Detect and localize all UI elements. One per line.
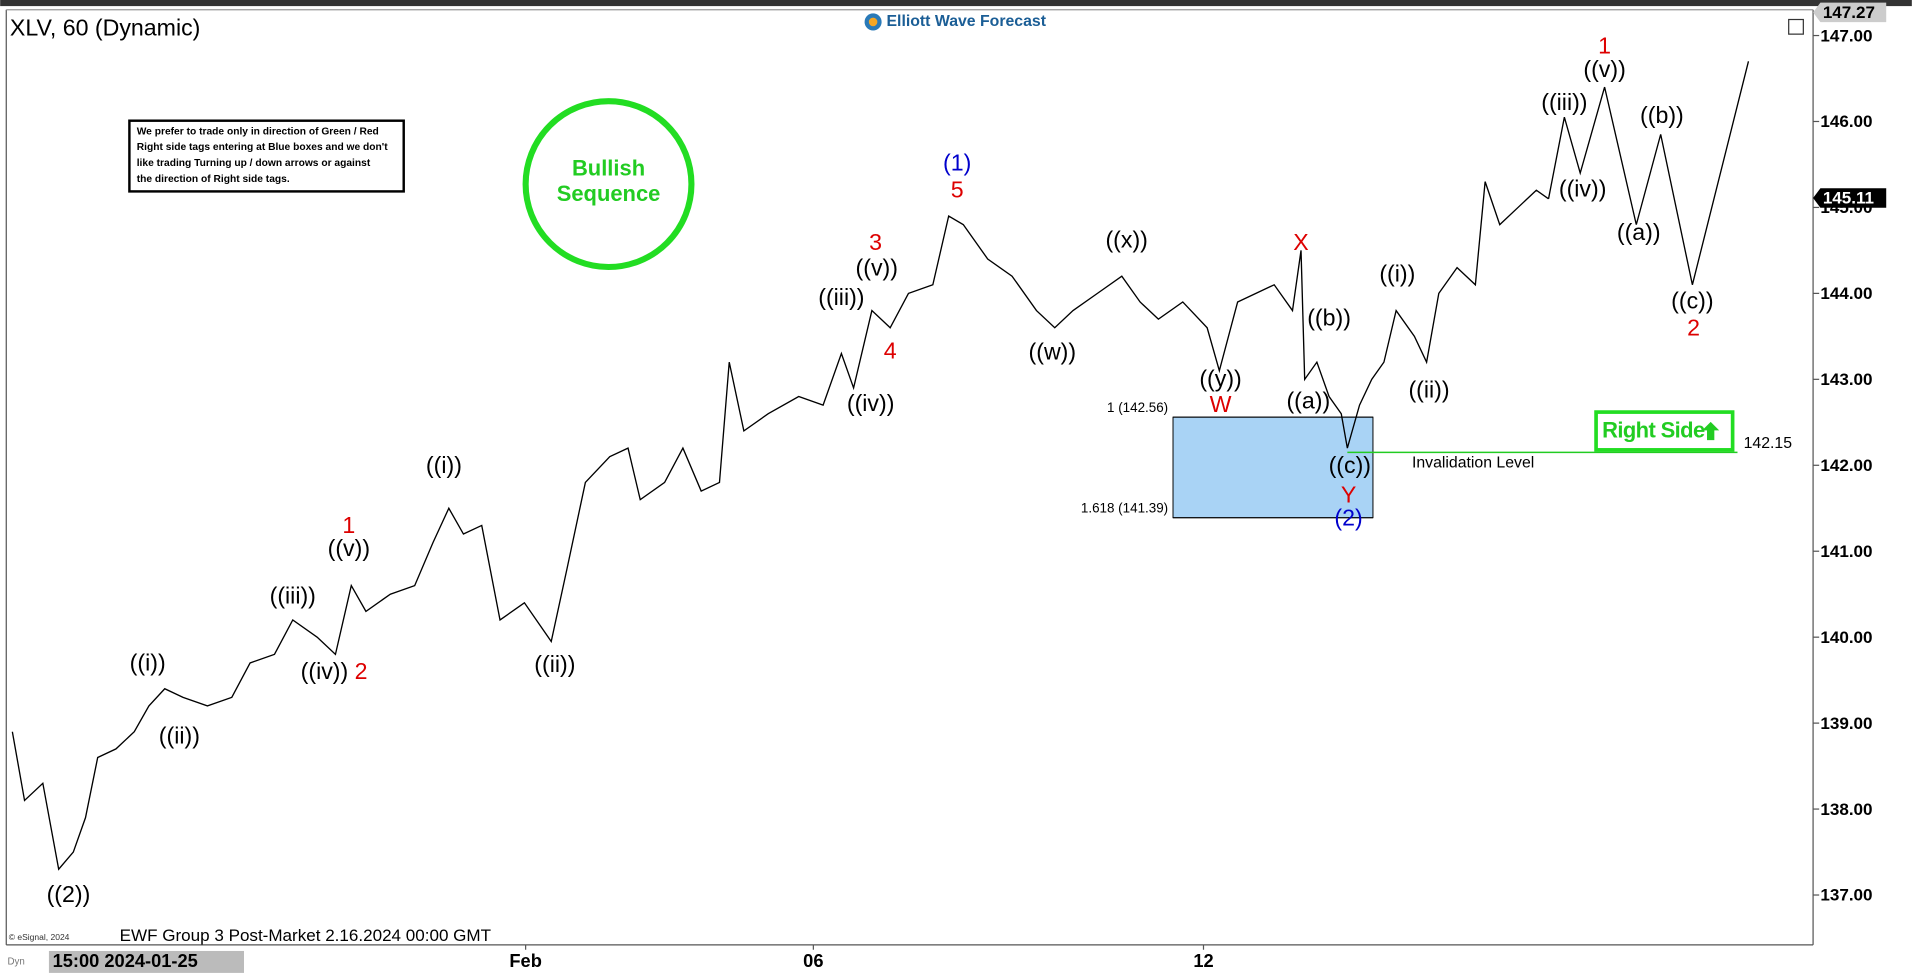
brand: Elliott Wave Forecast [887,13,1047,30]
y-tick-label: 138.00 [1820,800,1872,819]
cursor-box [48,950,245,973]
wave-label: (2) [1334,504,1362,530]
y-tick-label: 141.00 [1820,542,1872,561]
y-tick-label: 143.00 [1820,370,1872,389]
footer: EWF Group 3 Post-Market 2.16.2024 00:00 … [120,926,492,945]
dyn-label: Dyn [7,957,24,968]
y-tick-label: 146.00 [1820,112,1872,131]
wave-label: ((ii)) [1408,376,1449,402]
wave-label: 2 [1687,314,1700,340]
wave-label: ((y)) [1199,366,1241,392]
price-line [1547,61,1750,285]
note-box [128,119,405,193]
wave-label: ((v)) [856,255,898,281]
top-border [0,0,1912,7]
wave-label: ((x)) [1105,227,1147,253]
badge-text: Sequence [557,181,661,206]
x-tick-label: Feb [509,950,541,971]
right-side-text: Right Side [1602,417,1705,442]
badge-circle [522,98,695,271]
wave-label: ((2)) [47,881,91,907]
invalidation-label: Invalidation Level [1412,455,1534,472]
wave-label: ((iii)) [818,284,864,310]
wave-label: ((c)) [1671,287,1713,313]
fib-label: 1.618 (141.39) [1081,501,1168,516]
x-tick-label: 06 [803,950,823,971]
wave-label: 4 [884,337,897,363]
wave-label: ((iv)) [1559,175,1607,201]
wave-label: X [1293,229,1308,255]
wave-label: ((v)) [1583,56,1625,82]
wave-label: ((i)) [426,452,462,478]
y-tick-label: 144.00 [1820,284,1872,303]
y-tick-label: 147.00 [1820,26,1872,45]
wave-label: W [1210,391,1232,417]
right-side-arrow [1702,421,1720,441]
wave-label: ((iv)) [301,658,349,684]
wave-label: ((iii)) [270,583,316,609]
wave-label: ((a)) [1286,387,1330,413]
wave-label: 5 [951,177,964,203]
wave-label: ((b)) [1640,102,1684,128]
wave-label: ((iii)) [1541,89,1587,115]
y-tick-label: 139.00 [1820,714,1872,733]
note-line: Right side tags entering at Blue boxes a… [137,142,389,153]
price-tag [1813,2,1887,23]
price-line [11,181,1549,871]
wave-label: ((ii)) [159,723,200,749]
wave-label: (1) [943,150,971,176]
wave-label: ((ii)) [534,651,575,677]
price-tag-label: 145.11 [1823,189,1874,208]
wave-label: ((i)) [130,650,166,676]
note-line: like trading Turning up / down arrows or… [137,158,371,169]
note-line: the direction of Right side tags. [137,174,290,185]
cursor-label: 15:00 2024-01-25 [53,950,198,971]
fib-label: 1 (142.56) [1107,400,1168,415]
note-line: We prefer to trade only in direction of … [137,126,379,137]
copyright: © eSignal, 2024 [9,932,70,942]
wave-label: 2 [355,658,368,684]
y-tick-label: 140.00 [1820,628,1872,647]
window-icon[interactable] [1788,18,1804,35]
y-tick-label: 142.00 [1820,456,1872,475]
wave-label: ((w)) [1029,339,1077,365]
price-tag [1813,188,1887,208]
wave-label: ((v)) [328,535,370,561]
wave-label: ((b)) [1307,305,1351,331]
chart-title: XLV, 60 (Dynamic) [10,14,200,40]
y-tick-label: 137.00 [1820,886,1872,905]
wave-label: ((i)) [1379,261,1415,287]
x-tick-label: 12 [1193,950,1213,971]
brand-logo-dot [868,17,878,27]
price-tag-label: 147.27 [1823,3,1875,22]
wave-label: 1 [1598,33,1611,59]
wave-label: ((c)) [1329,452,1371,478]
wave-label: ((a)) [1617,219,1661,245]
wave-label: 3 [869,229,882,255]
wave-label: ((iv)) [847,390,895,416]
badge-text: Bullish [572,155,645,180]
wave-label: 1 [342,512,355,538]
fib-box [1172,416,1374,519]
invalidation-value: 142.15 [1744,435,1793,452]
wave-label: Y [1341,481,1356,507]
